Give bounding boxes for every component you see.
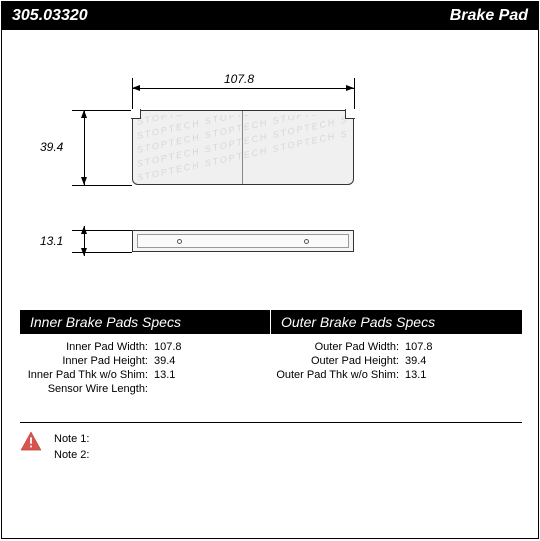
outer-specs-col: Outer Pad Width:107.8 Outer Pad Height:3… — [271, 334, 522, 406]
mounting-hole — [177, 239, 182, 244]
part-number: 305.03320 — [12, 7, 88, 25]
dim-width-value: 107.8 — [224, 72, 254, 86]
dim-tick — [72, 185, 132, 186]
outer-specs-header: Outer Brake Pads Specs — [271, 310, 522, 334]
mounting-hole — [304, 239, 309, 244]
brake-pad-side-view — [132, 230, 354, 252]
specs-section: Inner Brake Pads Specs Outer Brake Pads … — [20, 310, 522, 406]
brake-pad-face-view: STOPTECH STOPTECH STOPTECH STOPTECH STOP… — [132, 110, 354, 185]
dim-arrow-height — [84, 110, 85, 185]
spec-label: Inner Pad Thk w/o Shim: — [24, 369, 154, 381]
spec-label: Outer Pad Width: — [275, 341, 405, 353]
technical-drawing: 107.8 39.4 STOPTECH STOPTECH STOPTECH ST… — [2, 30, 538, 290]
watermark: STOPTECH STOPTECH STOPTECH STOPTECH STOP… — [137, 115, 349, 180]
spec-value — [154, 383, 204, 395]
spec-row: Inner Pad Height:39.4 — [24, 354, 267, 368]
spec-value: 13.1 — [405, 369, 455, 381]
specs-header-row: Inner Brake Pads Specs Outer Brake Pads … — [20, 310, 522, 334]
spec-label: Outer Pad Height: — [275, 355, 405, 367]
corner-notch — [345, 109, 355, 119]
dim-tick — [354, 78, 355, 110]
inner-specs-header: Inner Brake Pads Specs — [20, 310, 271, 334]
spec-row: Outer Pad Height:39.4 — [275, 354, 518, 368]
corner-notch — [131, 109, 141, 119]
note-1: Note 1: — [54, 431, 89, 447]
spec-label: Inner Pad Width: — [24, 341, 154, 353]
header-bar: 305.03320 Brake Pad — [2, 2, 538, 30]
spec-value: 107.8 — [405, 341, 455, 353]
spec-value: 13.1 — [154, 369, 204, 381]
spec-row: Outer Pad Width:107.8 — [275, 340, 518, 354]
notes-section: Note 1: Note 2: — [20, 422, 522, 463]
spec-row: Sensor Wire Length: — [24, 382, 267, 396]
dim-height-value: 39.4 — [40, 140, 63, 154]
spec-value: 39.4 — [154, 355, 204, 367]
spec-row: Outer Pad Thk w/o Shim:13.1 — [275, 368, 518, 382]
spec-row: Inner Pad Width:107.8 — [24, 340, 267, 354]
dim-arrow-thickness — [84, 226, 85, 256]
spec-sheet-frame: 305.03320 Brake Pad 107.8 39.4 STOPTECH … — [1, 1, 539, 539]
spec-label: Sensor Wire Length: — [24, 383, 154, 395]
spec-label: Inner Pad Height: — [24, 355, 154, 367]
spec-value: 107.8 — [154, 341, 204, 353]
dim-arrow-width — [132, 88, 354, 89]
dim-tick — [132, 78, 133, 110]
warning-icon — [20, 431, 42, 451]
spec-value: 39.4 — [405, 355, 455, 367]
inner-specs-col: Inner Pad Width:107.8 Inner Pad Height:3… — [20, 334, 271, 406]
pad-backing-plate — [137, 234, 349, 248]
dim-thickness-value: 13.1 — [40, 234, 63, 248]
spec-label: Outer Pad Thk w/o Shim: — [275, 369, 405, 381]
specs-body: Inner Pad Width:107.8 Inner Pad Height:3… — [20, 334, 522, 406]
notes-text: Note 1: Note 2: — [54, 431, 89, 463]
note-2: Note 2: — [54, 447, 89, 463]
spec-row: Inner Pad Thk w/o Shim:13.1 — [24, 368, 267, 382]
product-title: Brake Pad — [450, 7, 528, 25]
